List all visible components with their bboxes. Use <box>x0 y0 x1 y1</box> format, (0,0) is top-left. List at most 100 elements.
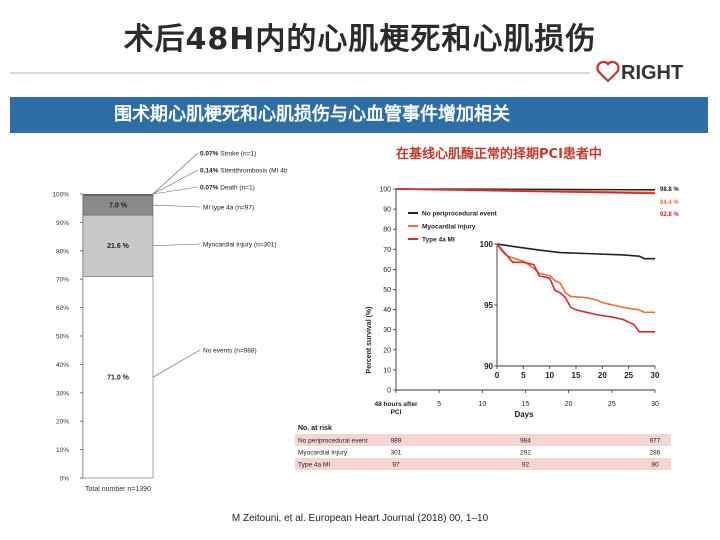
inset-series-line <box>496 243 655 314</box>
at-risk-value: 301 <box>391 450 402 457</box>
inset-x-tick-label: 5 <box>521 371 526 380</box>
slide-title: 术后48H内的心肌梗死和心肌损伤 <box>123 22 597 57</box>
at-risk-value: 977 <box>650 438 661 445</box>
end-labels: 98.8 % 94.4 % 92.8 % <box>660 187 679 218</box>
y-tick-label: 90 <box>383 207 391 214</box>
logo-text: RIGHT <box>621 62 683 84</box>
y-axis-label: Percent survival (%) <box>366 307 373 374</box>
legend-label: No periprocedural event <box>422 211 498 218</box>
y-tick-label: 10 <box>383 367 391 374</box>
legend-label: Type 4a MI <box>422 237 455 244</box>
y-tick-label: 10% <box>56 447 69 454</box>
x-tick-label: 20 <box>565 401 573 408</box>
bar-value-label: 7.0 % <box>109 203 128 210</box>
at-risk-value: 92 <box>522 462 530 469</box>
x-tick-label: 48 hours after <box>375 401 418 408</box>
at-risk-row-label: Myocardial Injury <box>298 450 348 457</box>
callout-line <box>152 204 201 208</box>
bar-segment <box>82 214 154 277</box>
inset-chart: 90 95 100 0 5 10 15 20 25 30 <box>480 240 660 380</box>
callout-label: Myocardial Injury (n=301) <box>203 242 277 249</box>
y-tick-label: 0 <box>387 388 391 395</box>
callout-pct: 0.07% <box>200 185 220 192</box>
y-tick-label: 80 <box>383 227 391 234</box>
at-risk-title: No. at risk <box>298 425 332 432</box>
inset-series-line <box>496 243 655 333</box>
inset-y-tick-label: 90 <box>484 362 493 371</box>
inset-x-tick-label: 25 <box>624 371 633 380</box>
legend-label: Myocardial injury <box>422 224 476 231</box>
x-tick-label: 15 <box>522 401 530 408</box>
y-tick-label: 40% <box>56 362 69 369</box>
callout-label: 0.07% Death (n=1) <box>200 185 255 192</box>
bar-segment <box>82 194 154 196</box>
chart-subtitle: 在基线心肌酶正常的择期PCI患者中 <box>396 147 602 162</box>
x-tick-label: 30 <box>651 401 659 408</box>
y-tick-label: 60% <box>56 305 69 312</box>
heart-logo-icon <box>596 60 620 83</box>
inset-x-tick-label: 20 <box>598 371 607 380</box>
callout-text: Stroke (n=1) <box>220 151 256 158</box>
y-tick-label: 70% <box>56 277 69 284</box>
main-series <box>395 188 656 195</box>
at-risk-row <box>295 446 671 458</box>
inset-x-tick-label: 15 <box>572 371 581 380</box>
callout-pct: 0.14% <box>200 168 220 175</box>
inset-background <box>497 240 657 366</box>
y-tick-label: 70 <box>383 247 391 254</box>
x-axis-label: Days <box>514 410 534 419</box>
x-tick-label: PCI <box>391 409 402 416</box>
callouts: No events (n=988) Myocardial Injury (n=30… <box>152 151 307 378</box>
section-banner: 围术期心肌梗死和心肌损伤与心血管事件增加相关 <box>10 97 708 133</box>
at-risk-value: 984 <box>520 438 531 445</box>
inset-y-tick-label: 100 <box>480 240 494 249</box>
inset-y-tick-label: 95 <box>484 301 493 310</box>
y-tick-label: 80% <box>56 248 69 255</box>
y-tick-label: 100% <box>52 192 69 199</box>
at-risk-table: No. at risk No periprocedural event 989 984… <box>295 425 671 470</box>
at-risk-value: 286 <box>650 450 661 457</box>
x-tick-label: 5 <box>437 401 441 408</box>
bar-value-label: 71.0 % <box>107 375 130 382</box>
at-risk-row <box>295 458 671 470</box>
y-tick-label: 90% <box>56 220 69 227</box>
callout-label: 0.07% Stroke (n=1) <box>200 151 256 158</box>
bar-segment <box>82 276 154 479</box>
end-value-label: 94.4 % <box>660 200 679 206</box>
at-risk-row-label: No periprocedural event <box>298 438 368 445</box>
callout-line <box>152 152 199 195</box>
total-number-label: Total number n=1390 <box>85 486 151 493</box>
x-tick-label: 25 <box>608 401 616 408</box>
callout-line <box>152 349 201 378</box>
callout-label: No events (n=988) <box>203 348 257 355</box>
series-line <box>395 188 656 195</box>
at-risk-value: 989 <box>391 438 402 445</box>
y-tick-label: 20% <box>56 419 69 426</box>
y-tick-label: 30% <box>56 390 69 397</box>
end-value-label: 92.8 % <box>660 212 679 218</box>
callout-label: MI type 4a (n=97) <box>203 205 254 212</box>
inset-series-line <box>496 243 655 260</box>
y-tick-label: 100 <box>379 187 391 194</box>
end-value-label: 98.8 % <box>660 187 679 193</box>
callout-label: 0.14% Stentthrombosis (MI 4b) (n=2) <box>200 168 307 175</box>
bar-segments: 71.0 % 21.6 % 7.0 % <box>82 194 154 479</box>
y-tick-label: 60 <box>383 267 391 274</box>
y-tick-label: 40 <box>383 307 391 314</box>
callout-line <box>152 169 199 195</box>
y-tick-label: 0% <box>60 476 70 483</box>
logo: RIGHT <box>596 60 683 84</box>
citation: M Zeitouni, et al. European Heart Journa… <box>231 513 489 524</box>
at-risk-value: 97 <box>392 462 400 469</box>
title-rule <box>10 72 590 74</box>
callout-pct: 0.07% <box>200 151 220 158</box>
at-risk-row <box>295 434 671 446</box>
bar-value-label: 21.6 % <box>107 243 130 250</box>
y-tick-label: 50 <box>383 287 391 294</box>
y-tick-label: 50% <box>56 334 69 341</box>
callout-text: Death (n=1) <box>220 185 255 192</box>
callout-line <box>152 186 199 195</box>
y-tick-label: 30 <box>383 327 391 334</box>
